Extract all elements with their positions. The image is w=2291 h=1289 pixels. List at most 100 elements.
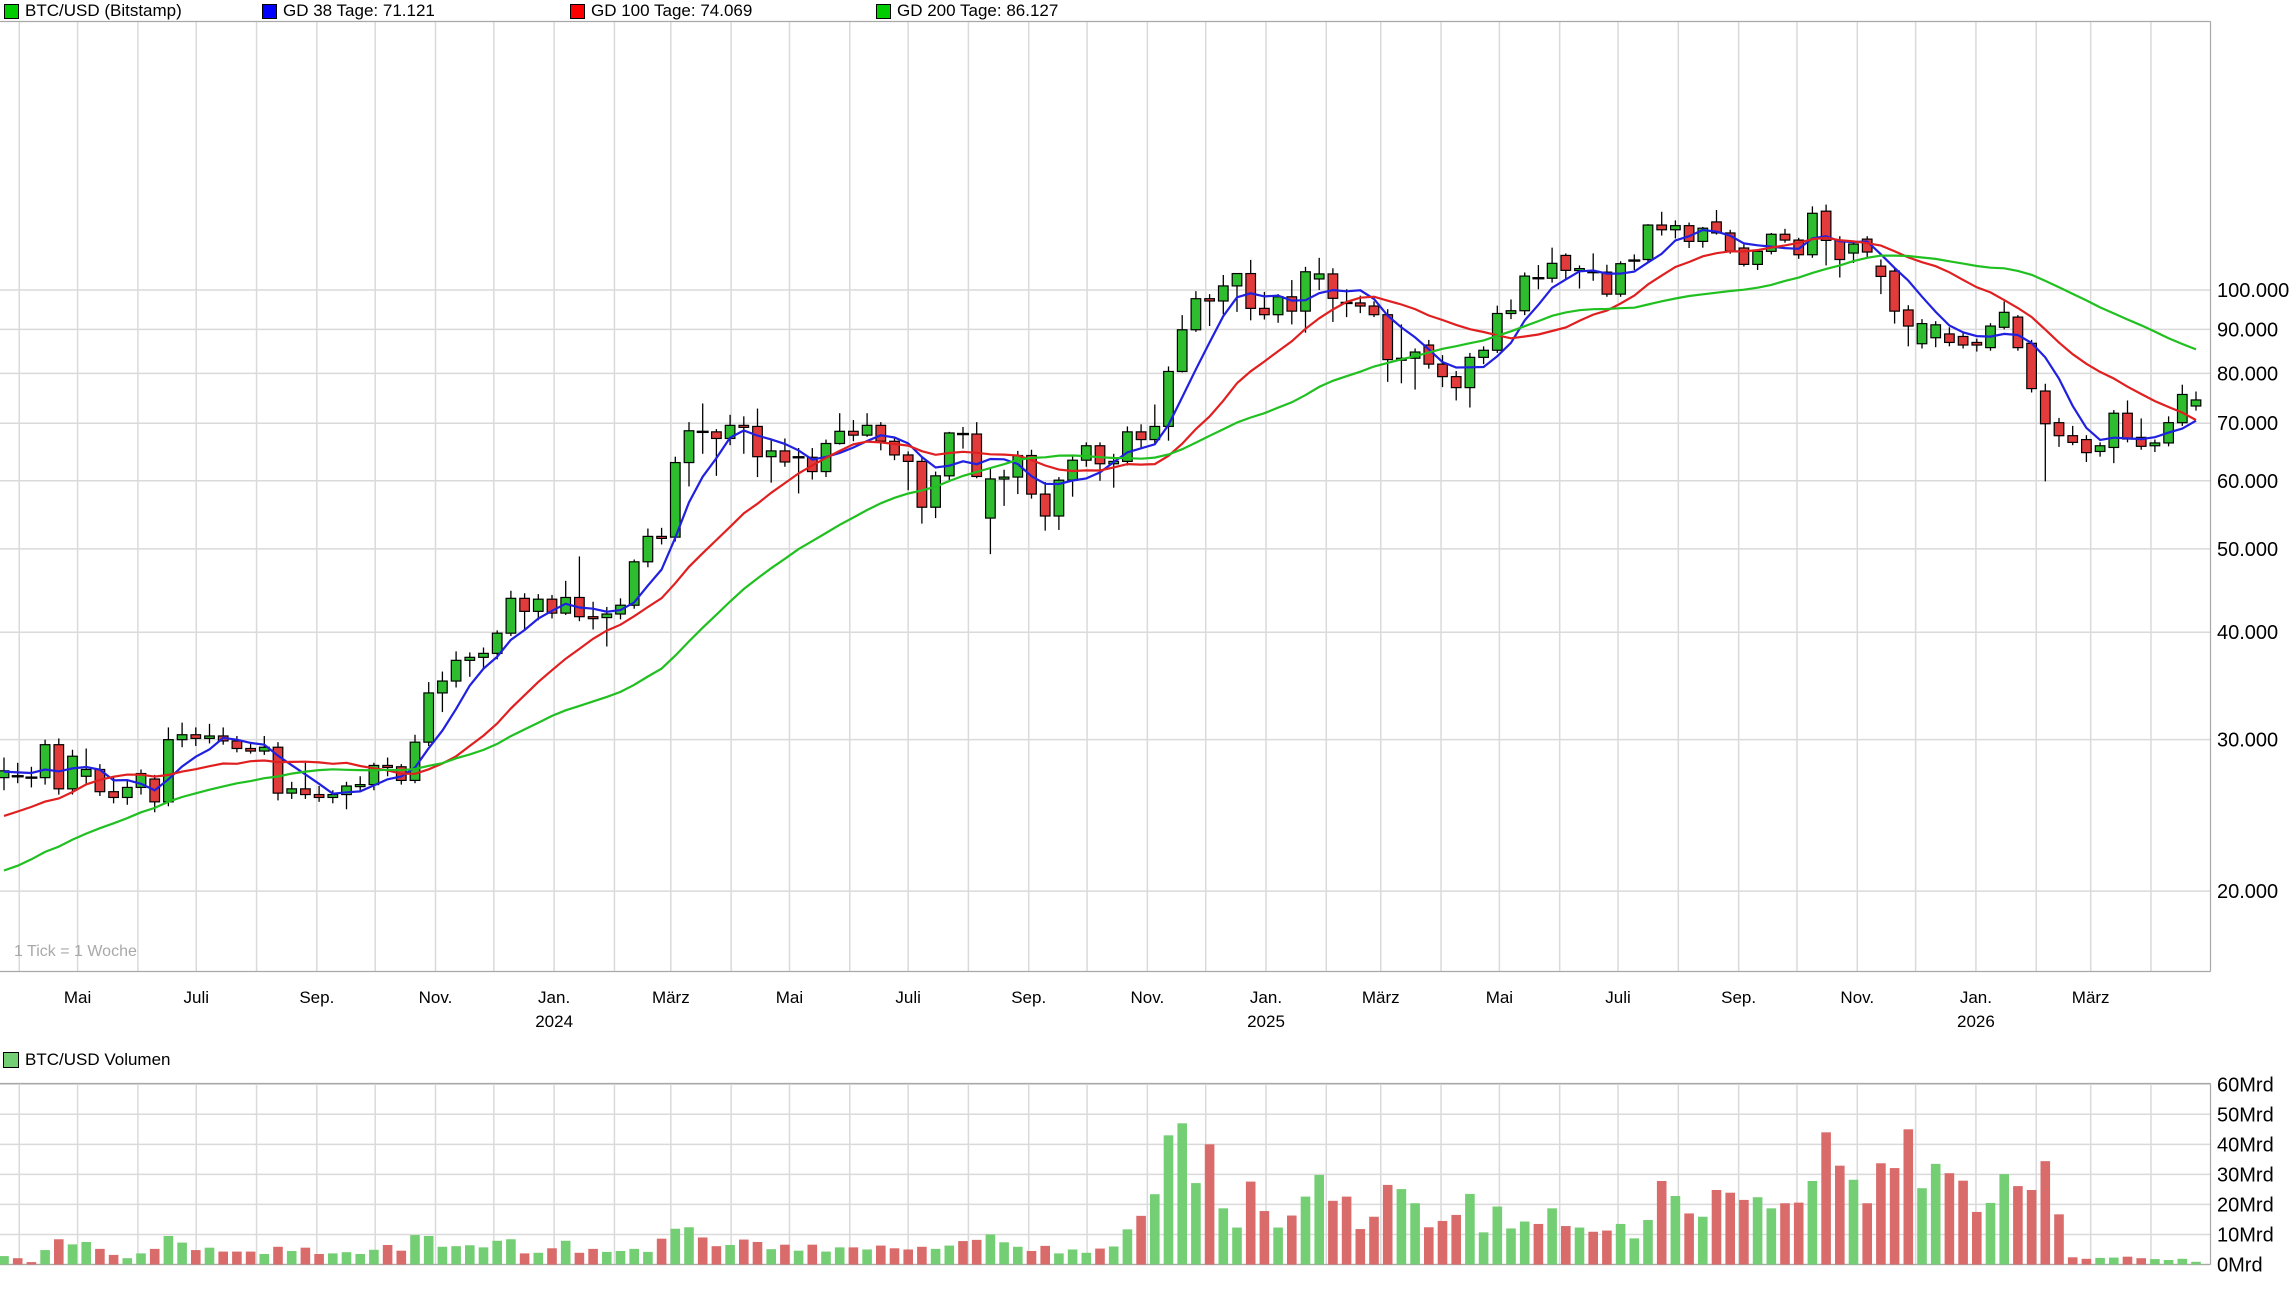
bullish-candle [1217,285,1229,302]
volume-bar [1287,1215,1297,1265]
x-axis-month-label: März [1362,988,1400,1007]
volume-bars [0,1123,2201,1265]
volume-bar [643,1251,653,1265]
moving-average-lines [3,228,2197,872]
y-axis-price-label: 80.000 [2217,363,2278,385]
x-axis-month-label: Jan. [1250,988,1282,1007]
bearish-candle [2012,316,2024,349]
bullish-candle [1505,310,1517,315]
x-axis-month-label: Sep. [299,988,334,1007]
volume-bar [1341,1196,1352,1265]
volume-bar [1314,1174,1324,1265]
volume-bar [807,1244,818,1265]
y-axis-price-label: 60.000 [2217,471,2278,493]
bearish-candle [971,433,983,478]
bearish-candle [2081,438,2092,454]
bullish-candle [2190,399,2202,407]
volume-bar [1615,1223,1626,1265]
bearish-candle [1450,376,1462,389]
bearish-candle [1793,239,1805,256]
gridlines [0,20,2212,1266]
x-axis-year-label: 2025 [1247,1012,1285,1031]
bullish-candle [341,785,352,796]
volume-bar [1643,1220,1653,1265]
legend-item-gd38: GD 38 Tage: 71.121 [262,1,435,20]
bearish-candle [1245,272,1257,309]
bullish-candle [1272,296,1284,316]
bullish-candle [861,424,873,436]
volume-bar [752,1241,763,1265]
volume-bar [821,1251,831,1265]
volume-bar [355,1253,365,1265]
bearish-candle [710,431,722,440]
bullish-candle [1176,329,1188,373]
volume-bar [1081,1252,1092,1265]
bullish-candle [1916,322,1928,345]
bearish-candle [889,440,900,456]
volume-bar [930,1248,941,1265]
bearish-candle [382,764,393,769]
bearish-candle [519,597,530,612]
x-axis-month-label: Juli [183,988,209,1007]
volume-bar [204,1247,215,1265]
volume-bar [793,1250,804,1265]
bullish-candle [1491,312,1503,351]
bearish-candle [1656,224,1668,231]
volume-bar [149,1248,160,1265]
volume-bar [1396,1189,1407,1265]
volume-bar [341,1252,352,1265]
bullish-candle [834,430,846,445]
bullish-candle [423,692,435,743]
bearish-candle [1711,221,1722,234]
volume-bar [1506,1228,1516,1265]
legend-label-gd200: GD 200 Tage: 86.127 [897,1,1059,20]
x-axis-month-label: Jan. [1960,988,1992,1007]
volume-bar [999,1242,1009,1265]
bearish-candle [916,460,928,508]
volume-bar [245,1251,256,1265]
x-axis-year-label: 2026 [1957,1012,1995,1031]
volume-bar [1095,1248,1105,1265]
bullish-candle [286,788,298,794]
volume-bar [903,1249,913,1265]
bearish-candle [1738,247,1750,265]
volume-bar [26,1262,37,1265]
volume-bar [862,1249,872,1265]
volume-bar [1355,1229,1366,1265]
volume-legend-label: BTC/USD Volumen [25,1050,171,1069]
bearish-candle [190,734,202,740]
bullish-candle [121,786,133,799]
bullish-candle [354,784,366,788]
volume-bar [876,1245,886,1265]
bullish-candle [930,475,941,508]
volume-bar [1547,1208,1557,1265]
volume-bar [1766,1208,1777,1265]
volume-bar [1410,1203,1420,1265]
bullish-candle [2108,412,2120,449]
volume-bar [697,1237,708,1265]
volume-bar [917,1246,927,1265]
volume-axis-label: 30Mrd [2217,1164,2274,1186]
bearish-candle [108,791,120,799]
ma-line-29 [3,254,2197,872]
bearish-candle [231,740,243,750]
bullish-candle [478,652,489,658]
volume-bar [273,1246,283,1265]
bearish-candle [779,450,791,463]
volume-bar [1862,1203,1872,1265]
bullish-candle [532,598,544,612]
bearish-candle [2122,412,2133,440]
y-axis-price-label: 40.000 [2217,622,2278,644]
volume-bar [1739,1199,1749,1265]
ma-line-5 [3,228,2197,795]
volume-bar [1889,1168,1900,1265]
volume-bar [492,1240,502,1265]
legend-label-gd38: GD 38 Tage: 71.121 [283,1,435,20]
gd38-color-swatch-icon [262,3,277,19]
bearish-candle [2135,436,2147,447]
volume-bar [2122,1256,2133,1265]
bearish-candle [875,424,887,442]
volume-bar [670,1228,681,1265]
bearish-candle [300,788,311,796]
